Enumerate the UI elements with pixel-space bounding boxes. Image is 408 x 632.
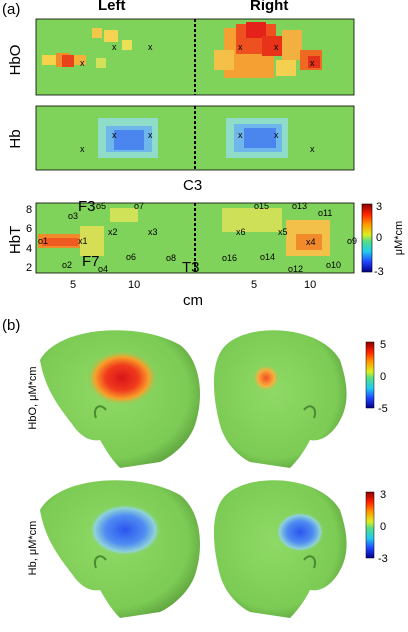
colorbar-tick: 0 <box>376 232 382 244</box>
colorbar-tick: -3 <box>374 266 384 278</box>
map-markers: x x x x x x x x x x x x <box>80 42 315 154</box>
ylabel-hbo-b: HbO, μM*cm <box>27 366 39 429</box>
landmark-f7: F7 <box>82 253 100 270</box>
optode: o2 <box>62 260 72 270</box>
right-title: Right <box>250 0 288 14</box>
marker-x: x <box>310 144 315 154</box>
optode: o4 <box>98 264 108 274</box>
optode: x6 <box>236 227 246 237</box>
colorbar-tick: 5 <box>380 339 386 351</box>
row-label-hbt: HbT <box>7 226 24 254</box>
marker-x: x <box>238 130 243 140</box>
optode: o10 <box>326 260 341 270</box>
hbt-map <box>35 202 355 274</box>
xtick: 5 <box>251 279 257 291</box>
optode: o14 <box>260 252 275 262</box>
marker-x: x <box>80 144 85 154</box>
colorbar-tick: 3 <box>376 201 382 213</box>
colorbar-b-hbo: 5 0 -5 <box>365 339 388 415</box>
head-right-hb <box>213 480 347 618</box>
hb-map <box>35 105 355 171</box>
head-right-hbo <box>213 330 347 468</box>
c3-label: C3 <box>183 177 202 194</box>
ytick: 4 <box>26 243 32 255</box>
optode: o15 <box>254 201 269 211</box>
marker-x: x <box>148 42 153 52</box>
optode-labels-left: o1 o2 o3 o4 o5 o6 o7 o8 x1 x2 x3 <box>38 201 176 274</box>
optode: x5 <box>278 227 288 237</box>
colorbar-unit: μM*cm <box>393 221 405 255</box>
landmark-t3: T3 <box>182 259 200 276</box>
optode: o7 <box>134 201 144 211</box>
optode: o8 <box>166 253 176 263</box>
colorbar-tick: -3 <box>378 553 388 565</box>
left-title: Left <box>98 0 126 14</box>
xtick: 10 <box>304 279 316 291</box>
marker-x: x <box>274 42 279 52</box>
landmark-f3: F3 <box>78 198 96 215</box>
optode: o6 <box>126 252 136 262</box>
optode: x1 <box>78 236 88 246</box>
optode: x3 <box>148 227 158 237</box>
xtick: 5 <box>70 279 76 291</box>
optode: o12 <box>288 264 303 274</box>
optode: o11 <box>318 208 332 218</box>
ytick: 8 <box>26 204 32 216</box>
marker-x: x <box>80 58 85 68</box>
marker-x: x <box>238 42 243 52</box>
marker-x: x <box>274 130 279 140</box>
optode: o16 <box>222 253 237 263</box>
panel-a-label: (a) <box>2 1 20 18</box>
marker-x: x <box>112 130 117 140</box>
optode: o13 <box>292 201 307 211</box>
x-unit: cm <box>183 292 203 309</box>
ytick: 6 <box>26 223 32 235</box>
colorbar-tick: 0 <box>380 521 386 533</box>
head-left-hbo <box>40 330 200 468</box>
hbo-map <box>35 18 355 96</box>
colorbar-tick: -5 <box>378 403 388 415</box>
optode: o9 <box>347 236 357 246</box>
optode: x4 <box>306 237 316 247</box>
optode: o5 <box>96 201 106 211</box>
colorbar-tick: 3 <box>380 489 386 501</box>
optode: x2 <box>108 227 118 237</box>
optode: o3 <box>68 211 78 221</box>
marker-x: x <box>310 58 315 68</box>
panel-b-label: (b) <box>2 317 20 334</box>
row-label-hb: Hb <box>7 129 24 148</box>
optode: o1 <box>38 236 48 246</box>
ytick: 2 <box>26 262 32 274</box>
optode-labels-right: o9 o10 o11 o12 o13 o14 o15 o16 x4 x5 x6 <box>222 201 357 274</box>
xtick: 10 <box>128 279 140 291</box>
ylabel-hb-b: Hb, μM*cm <box>27 521 39 576</box>
colorbar-a: 3 0 -3 μM*cm <box>361 201 405 278</box>
head-left-hb <box>40 480 200 618</box>
marker-x: x <box>112 42 117 52</box>
marker-x: x <box>148 130 153 140</box>
colorbar-b-hb: 3 0 -3 <box>365 489 388 565</box>
colorbar-tick: 0 <box>380 371 386 383</box>
row-label-hbo: HbO <box>7 45 24 76</box>
